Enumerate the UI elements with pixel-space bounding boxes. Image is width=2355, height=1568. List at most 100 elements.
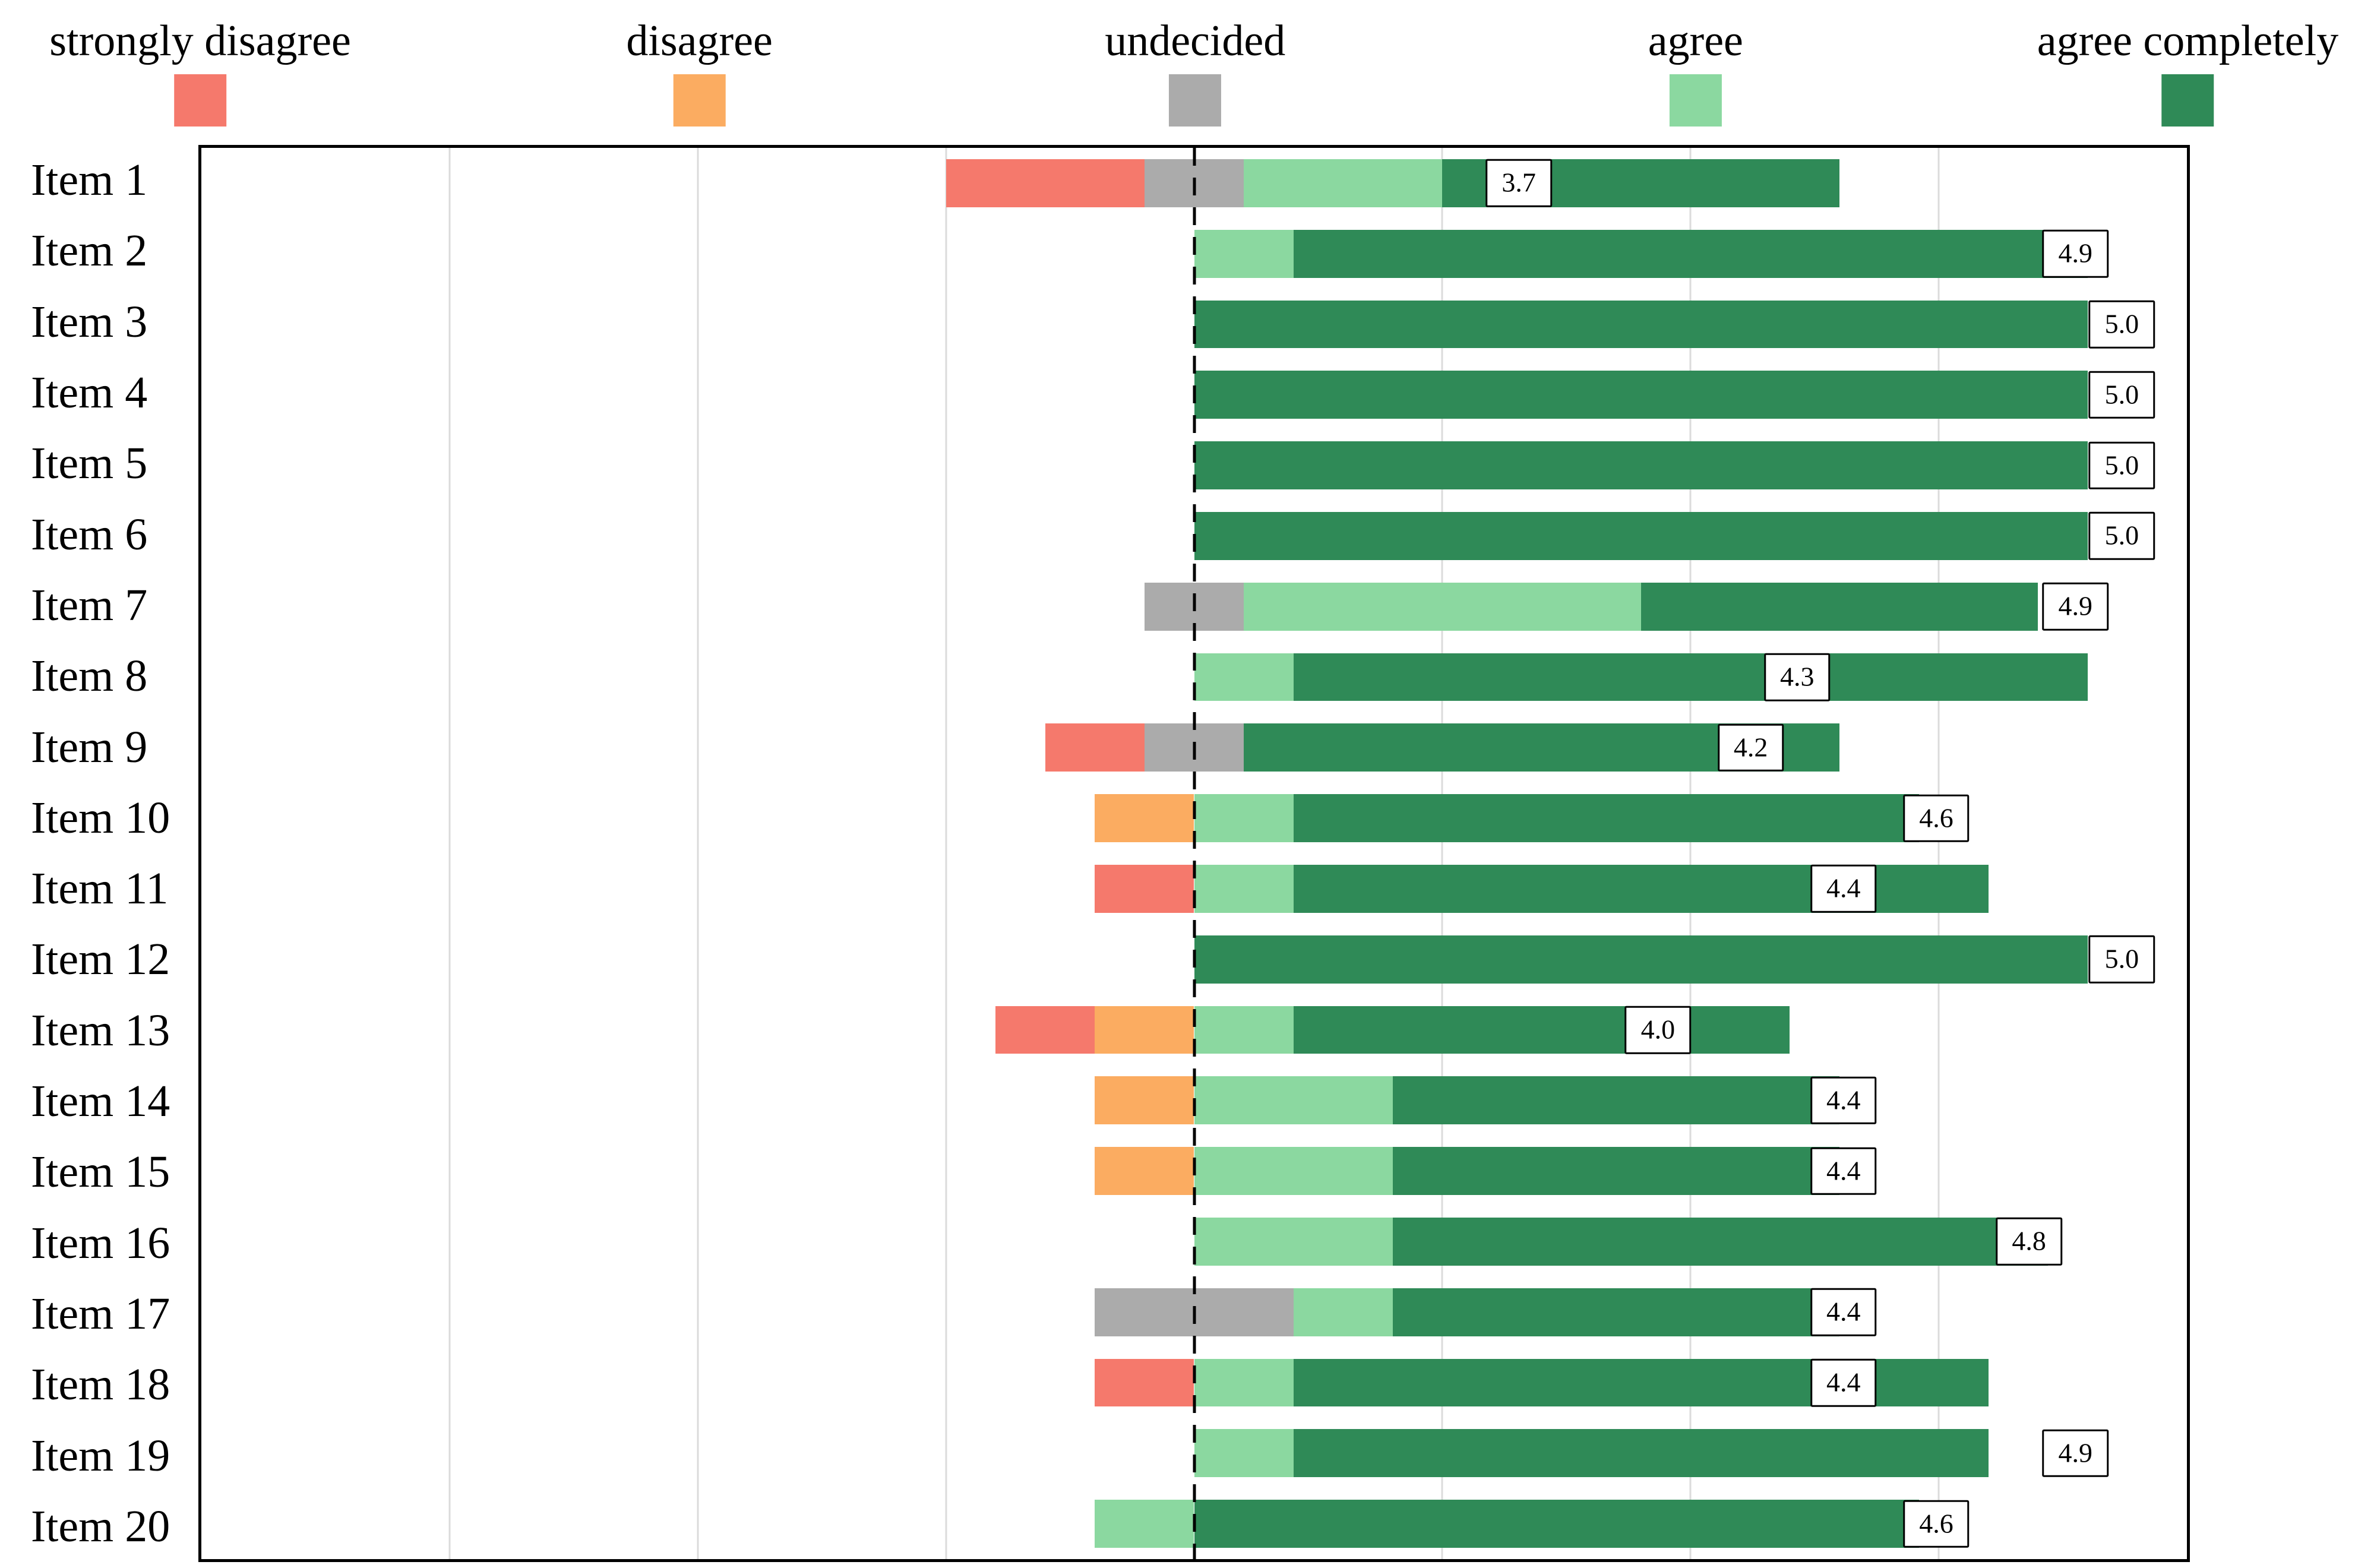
row-label: Item 7: [31, 580, 148, 630]
mean-value-label: 5.0: [2088, 441, 2155, 489]
row-label: Item 16: [31, 1218, 170, 1268]
legend-swatch-icon: [1669, 74, 1722, 127]
bar-segment-ac: [1293, 653, 2088, 701]
row-label: Item 14: [31, 1076, 170, 1127]
bar-row: 5.0: [201, 501, 2187, 571]
legend-swatch-icon: [1169, 74, 1222, 127]
bar-segment-d: [1095, 794, 1194, 842]
bar-segment-ac: [1392, 1076, 1839, 1125]
bar-row: 5.0: [201, 359, 2187, 430]
bar-segment-ac: [1392, 1147, 1839, 1195]
bar-segment-a: [1194, 1218, 1393, 1266]
row-label: Item 10: [31, 792, 170, 843]
bar-segment-sd: [1045, 723, 1145, 772]
bar-row: 5.0: [201, 924, 2187, 995]
legend-label: undecided: [1105, 17, 1286, 65]
bar-segment-a: [1244, 582, 1641, 631]
gridline: [1937, 148, 1940, 1559]
mean-value-label: 3.7: [1485, 159, 1552, 207]
row-label: Item 18: [31, 1360, 170, 1410]
bar-segment-ac: [1392, 1218, 2048, 1266]
mean-value-label: 4.6: [1903, 1500, 1970, 1548]
row-label: Item 13: [31, 1005, 170, 1055]
row-label: Item 5: [31, 438, 148, 489]
bar-segment-d: [1095, 1006, 1194, 1054]
bar-segment-ac: [1194, 512, 2088, 560]
mean-value-label: 4.9: [2042, 229, 2109, 278]
legend-swatch-icon: [673, 74, 726, 127]
gridline: [448, 148, 451, 1559]
row-label: Item 8: [31, 651, 148, 701]
row-label: Item 11: [31, 864, 169, 914]
row-label: Item 12: [31, 934, 170, 985]
bar-segment-ac: [1293, 1006, 1790, 1054]
bar-segment-ac: [1293, 865, 1989, 913]
mean-value-label: 4.8: [1996, 1218, 2062, 1266]
legend-label: agree completely: [2037, 17, 2339, 65]
bar-segment-a: [1194, 1429, 1294, 1478]
bar-row: 4.9: [201, 571, 2187, 642]
bar-row: 5.0: [201, 430, 2187, 501]
bar-segment-d: [1095, 1147, 1194, 1195]
gridline: [1689, 148, 1692, 1559]
bar-row: 4.2: [201, 712, 2187, 783]
bar-segment-sd: [995, 1006, 1095, 1054]
mean-value-label: 5.0: [2088, 300, 2155, 349]
bar-segment-sd: [946, 159, 1145, 207]
bar-row: 4.3: [201, 642, 2187, 713]
bar-row: 4.9: [201, 219, 2187, 289]
legend-entry-sd: strongly disagree: [49, 17, 351, 127]
legend-swatch-icon: [2161, 74, 2214, 127]
row-label: Item 9: [31, 722, 148, 772]
bar-segment-ac: [1293, 1358, 1989, 1407]
row-label: Item 17: [31, 1288, 170, 1339]
chart-legend: strongly disagree disagree undecided agree a…: [0, 0, 2355, 143]
row-label: Item 15: [31, 1147, 170, 1197]
legend-label: strongly disagree: [49, 17, 351, 65]
mean-value-label: 4.4: [1810, 865, 1877, 913]
bar-segment-a: [1194, 1147, 1393, 1195]
bar-row: 4.0: [201, 995, 2187, 1066]
gridline: [697, 148, 699, 1559]
legend-label: disagree: [626, 17, 773, 65]
bar-segment-ac: [1293, 1429, 1989, 1478]
bar-row: 3.7: [201, 148, 2187, 219]
bar-segment-sd: [1095, 865, 1194, 913]
bar-row: 4.6: [201, 1488, 2187, 1559]
bar-segment-a: [1194, 229, 1294, 278]
bar-segment-a: [1194, 1076, 1393, 1125]
legend-entry-ac: agree completely: [2037, 17, 2338, 127]
bar-row: 4.4: [201, 1348, 2187, 1418]
bar-segment-a: [1194, 794, 1294, 842]
bar-segment-ac: [1293, 794, 1919, 842]
row-label: Item 6: [31, 509, 148, 559]
legend-entry-a: agree: [1648, 17, 1743, 127]
bar-row: 4.6: [201, 783, 2187, 853]
bar-segment-ac: [1293, 229, 2088, 278]
bar-segment-sd: [1095, 1358, 1194, 1407]
legend-label: agree: [1648, 17, 1743, 65]
bar-segment-ac: [1640, 582, 2038, 631]
plot-area: 3.7 4.9 5.0 5.0 5.0 5.0 4.9 4.3 4.2 4.6 4.4 5.0 4.0 4…: [198, 145, 2190, 1562]
mean-value-label: 4.9: [2042, 1429, 2109, 1478]
row-label: Item 3: [31, 296, 148, 347]
bar-row: 4.8: [201, 1206, 2187, 1277]
bar-segment-ac: [1194, 441, 2088, 489]
mean-value-label: 5.0: [2088, 371, 2155, 419]
bar-segment-ac: [1392, 1288, 1839, 1336]
bar-segment-a: [1194, 1006, 1294, 1054]
bar-segment-ac: [1194, 371, 2088, 419]
mean-value-label: 4.2: [1717, 723, 1784, 772]
bar-segment-ac: [1194, 1500, 1919, 1548]
mean-value-label: 4.4: [1810, 1076, 1877, 1125]
mean-value-label: 4.0: [1624, 1006, 1692, 1054]
bar-segment-ac: [1194, 300, 2088, 349]
mean-value-label: 4.4: [1810, 1288, 1877, 1336]
bar-row: 4.4: [201, 1065, 2187, 1136]
bar-segment-a: [1244, 159, 1443, 207]
bar-row: 4.4: [201, 1136, 2187, 1206]
y-axis-labels: Item 1 Item 2 Item 3 Item 4 Item 5 Item 6 Item…: [0, 145, 181, 1562]
mean-value-label: 4.4: [1810, 1358, 1877, 1407]
legend-swatch-icon: [174, 74, 227, 127]
